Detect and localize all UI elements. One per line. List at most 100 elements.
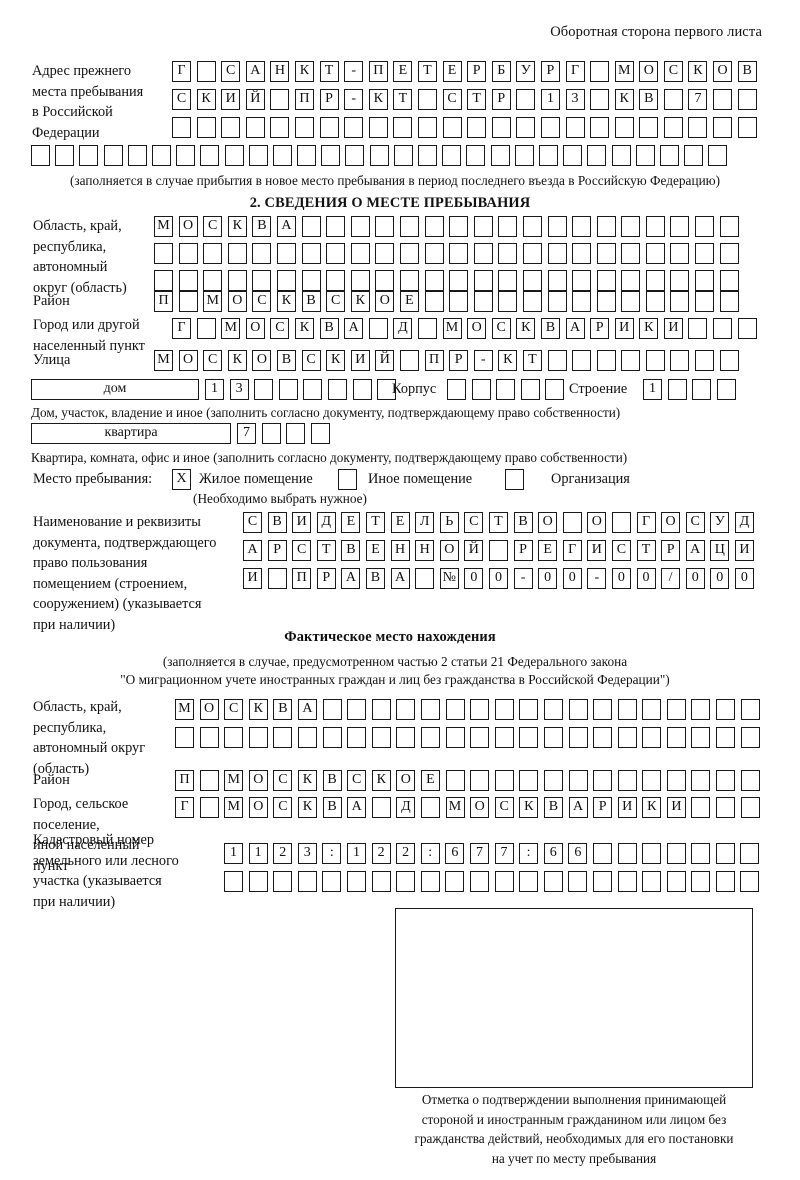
- actual-region-cell-13[interactable]: [494, 727, 514, 748]
- district-cell-17[interactable]: [572, 291, 592, 312]
- region-cell-7[interactable]: [326, 270, 346, 291]
- region-cell-19[interactable]: [621, 270, 641, 291]
- region-cell-18[interactable]: [596, 243, 616, 264]
- actual-region-cell-2[interactable]: С: [224, 699, 244, 720]
- cadastral-cell-13[interactable]: 6: [543, 843, 563, 864]
- district-cell-21[interactable]: [670, 291, 690, 312]
- actual-district-cell-9[interactable]: О: [396, 770, 416, 791]
- region-cell-3[interactable]: [227, 243, 247, 264]
- cadastral-cell-1[interactable]: 1: [248, 843, 268, 864]
- stroenie-cells[interactable]: 1: [643, 379, 741, 400]
- region-cell-20[interactable]: [645, 270, 665, 291]
- region-cell-7[interactable]: [326, 243, 346, 264]
- cadastral-cell-14[interactable]: 6: [568, 843, 588, 864]
- region-cell-22[interactable]: [695, 270, 715, 291]
- district-cell-20[interactable]: [645, 291, 665, 312]
- actual-region-cell-10[interactable]: [420, 699, 440, 720]
- prev-address-full-cell-26[interactable]: [659, 145, 679, 166]
- district-cell-14[interactable]: [498, 291, 518, 312]
- region-cell-3[interactable]: К: [227, 216, 247, 237]
- prev-address-full-cell-27[interactable]: [684, 145, 704, 166]
- actual-city-cell-20[interactable]: И: [666, 797, 686, 818]
- actual-city-cell-8[interactable]: [371, 797, 391, 818]
- prev-address-full-cell-17[interactable]: [442, 145, 462, 166]
- actual-region-row-2[interactable]: [175, 727, 765, 748]
- prev-address-cell-20[interactable]: С: [663, 61, 683, 82]
- city-cell-11[interactable]: М: [442, 318, 462, 339]
- document-cell-9[interactable]: 0: [464, 568, 484, 589]
- actual-district-cell-12[interactable]: [470, 770, 490, 791]
- actual-district-cell-14[interactable]: [519, 770, 539, 791]
- prev-address-cell-10[interactable]: Т: [417, 61, 437, 82]
- region-cell-1[interactable]: О: [178, 216, 198, 237]
- prev-address-cell-21[interactable]: [688, 117, 708, 138]
- korpus-cells[interactable]: [447, 379, 570, 400]
- actual-region-cell-7[interactable]: [347, 699, 367, 720]
- region-cell-15[interactable]: [522, 216, 542, 237]
- cadastral-cell-0[interactable]: 1: [224, 843, 243, 864]
- actual-region-cell-15[interactable]: [543, 699, 563, 720]
- prev-address-cell-2[interactable]: С: [221, 61, 241, 82]
- prev-address-full-cell-24[interactable]: [611, 145, 631, 166]
- prev-address-cell-14[interactable]: [516, 89, 536, 110]
- actual-city-cell-6[interactable]: В: [322, 797, 342, 818]
- document-cell-20[interactable]: И: [734, 540, 754, 561]
- prev-address-cell-13[interactable]: Р: [491, 89, 511, 110]
- document-cell-12[interactable]: Е: [538, 540, 558, 561]
- prev-address-full-cell-14[interactable]: [369, 145, 389, 166]
- actual-city-cell-3[interactable]: О: [248, 797, 268, 818]
- flat-cell-1[interactable]: [261, 423, 281, 444]
- document-cell-10[interactable]: Т: [488, 512, 508, 533]
- actual-city-cell-0[interactable]: Г: [175, 797, 194, 818]
- cadastral-cell-16[interactable]: [617, 843, 637, 864]
- prev-address-full-cell-1[interactable]: [55, 145, 75, 166]
- actual-region-cell-11[interactable]: [445, 699, 465, 720]
- actual-region-cell-22[interactable]: [716, 699, 736, 720]
- document-cell-9[interactable]: Й: [464, 540, 484, 561]
- prev-address-cell-17[interactable]: [590, 117, 610, 138]
- document-cell-19[interactable]: У: [710, 512, 730, 533]
- actual-district-cell-13[interactable]: [494, 770, 514, 791]
- region-cell-10[interactable]: [399, 216, 419, 237]
- prev-address-cell-1[interactable]: К: [196, 89, 216, 110]
- region-cell-16[interactable]: [547, 243, 567, 264]
- prev-address-cell-18[interactable]: К: [614, 89, 634, 110]
- city-cell-4[interactable]: С: [270, 318, 290, 339]
- city-cell-10[interactable]: [417, 318, 437, 339]
- prev-address-cell-4[interactable]: [270, 89, 290, 110]
- cadastral-cell-18[interactable]: [666, 843, 686, 864]
- document-cell-0[interactable]: А: [243, 540, 262, 561]
- cadastral-row-2[interactable]: [224, 871, 765, 892]
- district-cell-4[interactable]: С: [252, 291, 272, 312]
- actual-district-cell-8[interactable]: К: [371, 770, 391, 791]
- actual-district-cell-20[interactable]: [666, 770, 686, 791]
- house-cell-6[interactable]: [352, 379, 372, 400]
- actual-region-cell-1[interactable]: О: [199, 699, 219, 720]
- cadastral-cell-2[interactable]: [273, 871, 293, 892]
- actual-city-cell-10[interactable]: [420, 797, 440, 818]
- document-cell-20[interactable]: Д: [734, 512, 754, 533]
- actual-region-cell-8[interactable]: [371, 727, 391, 748]
- document-cell-7[interactable]: [415, 568, 435, 589]
- stroenie-cell-1[interactable]: [667, 379, 687, 400]
- street-cell-16[interactable]: [547, 350, 567, 371]
- cadastral-cell-10[interactable]: [469, 871, 489, 892]
- prev-address-cell-6[interactable]: [319, 117, 339, 138]
- street-cell-7[interactable]: К: [326, 350, 346, 371]
- prev-address-full-cell-25[interactable]: [635, 145, 655, 166]
- actual-district-cell-18[interactable]: [617, 770, 637, 791]
- street-cell-9[interactable]: Й: [375, 350, 395, 371]
- prev-address-cell-23[interactable]: [737, 117, 757, 138]
- city-cell-0[interactable]: Г: [172, 318, 191, 339]
- district-cell-0[interactable]: П: [154, 291, 173, 312]
- actual-city-cell-18[interactable]: И: [617, 797, 637, 818]
- region-cell-9[interactable]: [375, 270, 395, 291]
- region-cell-14[interactable]: [498, 216, 518, 237]
- document-cell-17[interactable]: Р: [661, 540, 681, 561]
- region-cell-6[interactable]: [301, 216, 321, 237]
- cadastral-cell-21[interactable]: [740, 843, 760, 864]
- prev-address-cell-23[interactable]: В: [737, 61, 757, 82]
